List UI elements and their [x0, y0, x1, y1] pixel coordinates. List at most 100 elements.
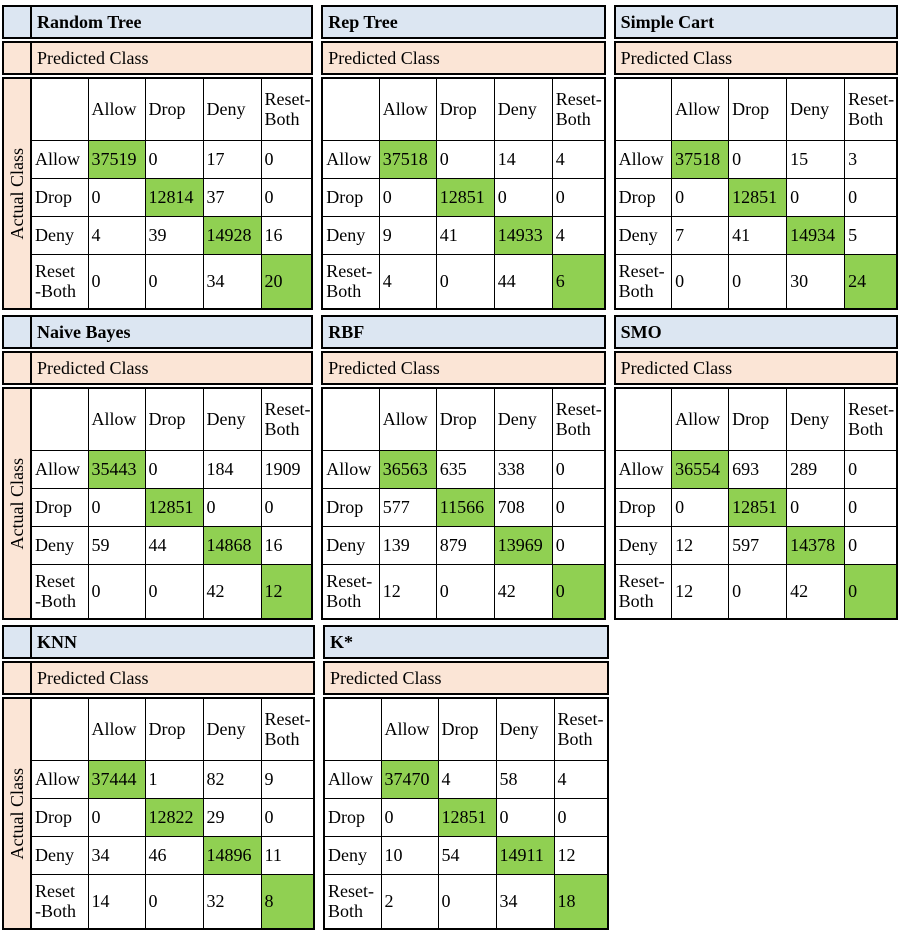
- matrix-cell: 11: [260, 835, 315, 875]
- matrix-rep-tree: Allow Drop Deny Reset- Both Allow 37518 0 14 4 Dr…: [321, 77, 606, 310]
- matrix-cell: 42: [202, 563, 262, 620]
- confusion-matrix-table-random-tree: Allow Drop Deny Reset- Both Allow 37519 0 17 0 Dr…: [30, 77, 314, 310]
- matrix-cell: 12: [553, 835, 609, 875]
- matrix-cell: 12: [260, 563, 313, 620]
- row-label: Reset- Both: [323, 873, 382, 930]
- matrix-cell: 59: [87, 525, 146, 565]
- matrix-row: Drop 0 12851 0 0: [323, 797, 609, 837]
- matrix-cell: 0: [671, 487, 730, 527]
- matrix-cell: 0: [844, 177, 898, 217]
- title-bar-k: K*: [323, 625, 609, 659]
- matrix-cell: 12851: [435, 177, 495, 217]
- matrix-cell: 4: [437, 759, 497, 799]
- matrix-cell: 0: [87, 797, 146, 837]
- matrix-cell: 17: [202, 139, 262, 179]
- matrix-cell: 0: [260, 139, 313, 179]
- col-header: Deny: [202, 387, 262, 451]
- row-label: Deny: [30, 835, 89, 875]
- matrix-cell: 139: [378, 525, 437, 565]
- matrix-cell: 0: [844, 563, 898, 620]
- matrix-header-row: Allow Drop Deny Reset- Both: [323, 697, 609, 761]
- row-label: Allow: [30, 139, 89, 179]
- col-header: Deny: [786, 77, 846, 141]
- matrix-cell: 14868: [202, 525, 262, 565]
- row-label: Allow: [321, 139, 380, 179]
- matrix-cell: 34: [87, 835, 146, 875]
- predicted-class-label: Predicted Class: [328, 47, 440, 68]
- matrix-cell: 5: [844, 215, 898, 255]
- col-header: Drop: [435, 387, 495, 451]
- col-header: Reset- Both: [260, 77, 313, 141]
- row-label: Reset- Both: [614, 253, 673, 310]
- matrix-cell: 0: [378, 177, 437, 217]
- matrix-cell: 0: [260, 487, 313, 527]
- matrix-row: Allow 35443 0 184 1909: [30, 449, 313, 489]
- matrix-cell: 879: [435, 525, 495, 565]
- matrix-cell: 41: [435, 215, 495, 255]
- matrix-header-row: Allow Drop Deny Reset- Both: [30, 697, 315, 761]
- col-header: Allow: [378, 77, 437, 141]
- row-label: Reset- Both: [321, 253, 380, 310]
- title-bar-rbf: RBF: [321, 315, 606, 349]
- matrix-cell: 29: [202, 797, 262, 837]
- panel-smo: SMO Predicted Class Allow Drop Deny Reset- Bo…: [613, 315, 899, 620]
- matrix-cell: 0: [844, 525, 898, 565]
- matrix-header-row: Allow Drop Deny Reset- Both: [30, 387, 313, 451]
- col-header: Deny: [202, 77, 262, 141]
- matrix-cell: 0: [144, 253, 204, 310]
- matrix-cell: 0: [493, 177, 553, 217]
- panel-title: Naive Bayes: [37, 321, 131, 342]
- row-label: Allow: [323, 759, 382, 799]
- confusion-matrix-table-naive-bayes: Allow Drop Deny Reset- Both Allow 35443 0 184 19…: [30, 387, 314, 620]
- row-label: Reset- Both: [321, 563, 380, 620]
- matrix-cell: 0: [144, 449, 204, 489]
- matrix-cell: 37518: [671, 139, 730, 179]
- matrix-cell: 12851: [437, 797, 497, 837]
- col-header: Reset- Both: [551, 387, 606, 451]
- predicted-class-label: Predicted Class: [620, 47, 733, 68]
- matrix-cell: 16: [260, 215, 313, 255]
- matrix-cell: 12822: [144, 797, 204, 837]
- panel-simple-cart: Simple Cart Predicted Class Allow Drop Deny R…: [613, 5, 899, 310]
- col-header: Allow: [378, 387, 437, 451]
- panel-title: K*: [330, 631, 354, 652]
- row-label: Allow: [614, 449, 673, 489]
- matrix-cell: 9: [260, 759, 315, 799]
- matrix-cell: 36554: [671, 449, 730, 489]
- matrix-row: Deny 10 54 14911 12: [323, 835, 609, 875]
- col-header: Allow: [380, 697, 439, 761]
- panel-rbf: RBF Predicted Class Allow Drop Deny Reset- Bo…: [321, 315, 606, 620]
- matrix-row: Drop 0 12851 0 0: [614, 177, 898, 217]
- panel-title: SMO: [620, 321, 662, 342]
- predicted-strip-spacer: [4, 663, 32, 693]
- matrix-cell: 39: [144, 215, 204, 255]
- predicted-class-label: Predicted Class: [37, 47, 149, 68]
- col-header: Allow: [671, 77, 730, 141]
- matrix-cell: 693: [728, 449, 788, 489]
- matrix-cell: 54: [437, 835, 497, 875]
- col-header: Allow: [87, 697, 146, 761]
- matrix-cell: 34: [202, 253, 262, 310]
- predicted-strip-spacer: [4, 43, 32, 73]
- panel-title: Simple Cart: [620, 11, 715, 32]
- col-header: Deny: [202, 697, 262, 761]
- confusion-matrix-table-rep-tree: Allow Drop Deny Reset- Both Allow 37518 0 14 4 Dr…: [321, 77, 606, 310]
- matrix-cell: 44: [144, 525, 204, 565]
- matrix-cell: 37519: [87, 139, 146, 179]
- matrix-row: Drop 0 12822 29 0: [30, 797, 315, 837]
- panel-row-3: KNN Predicted Class Actual Class Allow Drop D…: [2, 625, 898, 930]
- col-header: Drop: [437, 697, 497, 761]
- matrix-cell: 597: [728, 525, 788, 565]
- matrix-cell: 12: [378, 563, 437, 620]
- panel-random-tree: Random Tree Predicted Class Actual Class Al…: [2, 5, 314, 310]
- col-header: Drop: [728, 77, 788, 141]
- predicted-class-bar-k: Predicted Class: [323, 661, 609, 695]
- matrix-row: Reset -Both 0 0 34 20: [30, 253, 313, 310]
- matrix-cell: 37444: [87, 759, 146, 799]
- matrix-cell: 2: [380, 873, 439, 930]
- matrix-row: Reset- Both 12 0 42 0: [321, 563, 606, 620]
- matrix-cell: 24: [844, 253, 898, 310]
- predicted-class-bar-simple-cart: Predicted Class: [613, 41, 899, 75]
- matrix-row: Deny 7 41 14934 5: [614, 215, 898, 255]
